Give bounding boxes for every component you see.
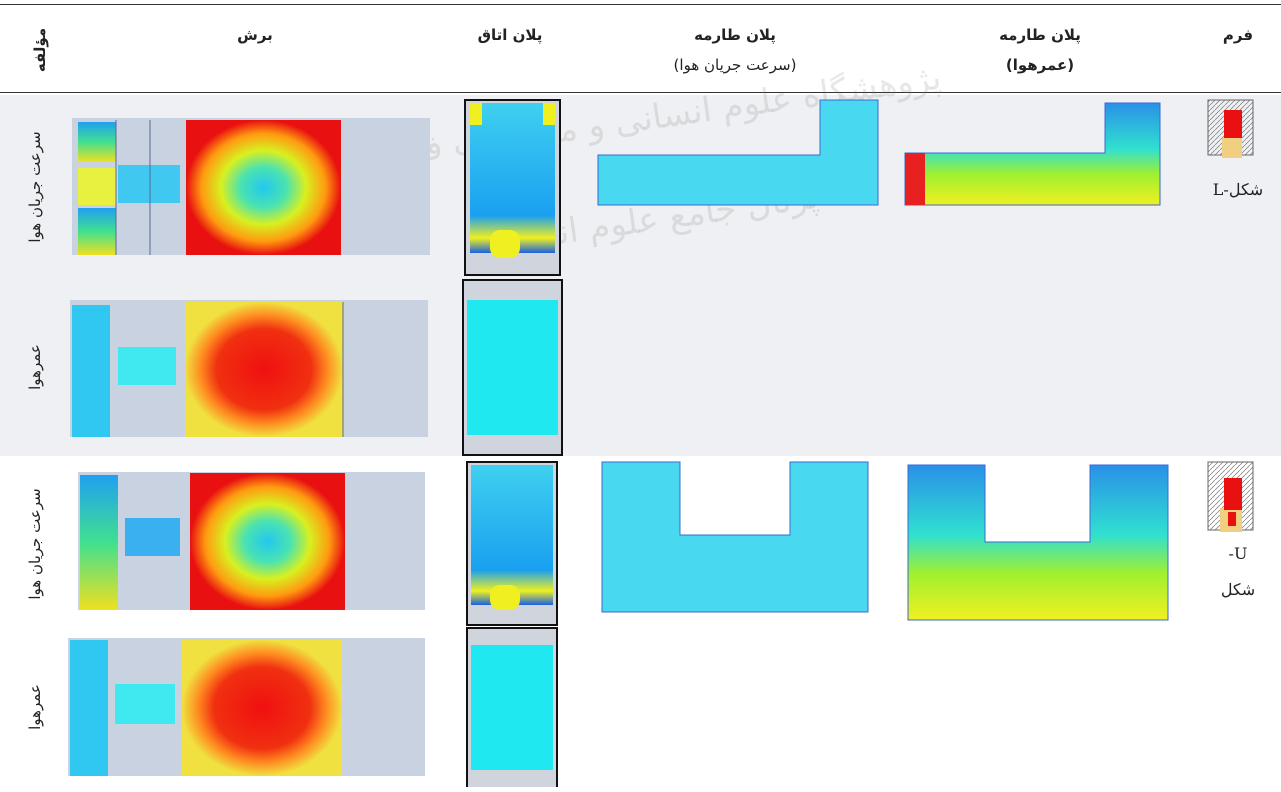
form-label: L-شکل bbox=[1212, 180, 1264, 199]
porch-age bbox=[907, 464, 1169, 621]
header-section: برش bbox=[237, 26, 273, 44]
room-age bbox=[466, 627, 558, 787]
section-speed bbox=[72, 118, 430, 255]
header-room-plan: پلان اتاق bbox=[477, 26, 543, 44]
room-speed bbox=[464, 99, 561, 276]
section-speed bbox=[78, 472, 425, 610]
form-icon bbox=[1207, 461, 1254, 532]
room-speed bbox=[466, 461, 558, 626]
porch-speed bbox=[597, 99, 879, 206]
header-form: فرم bbox=[1222, 26, 1254, 44]
header-line: پلان طارمه bbox=[999, 26, 1081, 44]
form-icon bbox=[1207, 99, 1254, 158]
section-age bbox=[68, 638, 425, 776]
header-line: (عمرهوا) bbox=[1005, 56, 1075, 74]
rule-header bbox=[0, 92, 1281, 93]
room-age bbox=[462, 279, 563, 456]
header-porch-speed: پلان طارمه (سرعت جریان هوا) bbox=[590, 20, 880, 80]
porch-age bbox=[904, 102, 1161, 206]
porch-speed bbox=[601, 461, 869, 613]
section-age bbox=[70, 300, 428, 437]
header-porch-age: پلان طارمه (عمرهوا) bbox=[890, 20, 1190, 80]
header-line: پلان طارمه bbox=[694, 26, 776, 44]
form-label: شکل bbox=[1220, 580, 1256, 599]
form-label: -U bbox=[1228, 544, 1248, 563]
header-line: (سرعت جریان هوا) bbox=[673, 56, 797, 74]
rule-top bbox=[0, 4, 1281, 5]
